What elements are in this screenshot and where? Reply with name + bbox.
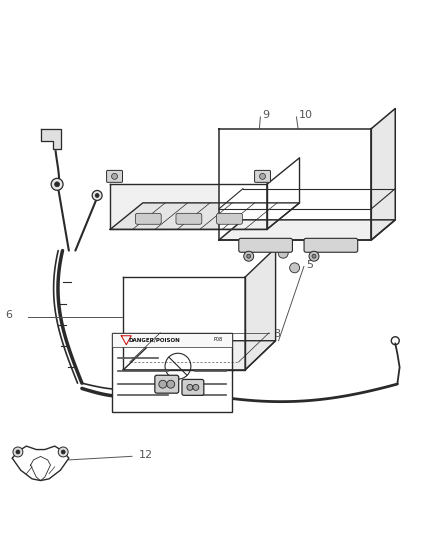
Polygon shape (123, 277, 245, 370)
FancyBboxPatch shape (182, 379, 204, 395)
FancyBboxPatch shape (155, 375, 179, 393)
Polygon shape (219, 220, 395, 240)
Circle shape (61, 450, 65, 454)
Circle shape (55, 182, 60, 187)
Circle shape (312, 254, 316, 258)
Text: 5: 5 (306, 261, 313, 270)
Text: DANGER/POISON: DANGER/POISON (128, 337, 180, 342)
Polygon shape (12, 446, 69, 481)
Polygon shape (245, 248, 276, 370)
Circle shape (244, 251, 254, 261)
Circle shape (13, 447, 23, 457)
Text: 1: 1 (297, 190, 304, 200)
Circle shape (58, 447, 68, 457)
Polygon shape (41, 128, 61, 149)
FancyBboxPatch shape (254, 171, 271, 182)
FancyBboxPatch shape (304, 238, 358, 252)
Polygon shape (110, 184, 267, 229)
FancyBboxPatch shape (217, 213, 243, 224)
Polygon shape (219, 128, 371, 240)
Text: 8: 8 (273, 329, 280, 340)
FancyBboxPatch shape (106, 171, 123, 182)
Circle shape (51, 179, 63, 190)
Text: P08: P08 (214, 337, 223, 342)
Circle shape (247, 254, 251, 258)
Polygon shape (371, 109, 395, 240)
Circle shape (290, 263, 300, 273)
FancyBboxPatch shape (176, 213, 202, 224)
Polygon shape (267, 158, 300, 229)
Circle shape (95, 193, 99, 197)
Circle shape (16, 450, 20, 454)
Circle shape (92, 190, 102, 200)
FancyBboxPatch shape (135, 213, 161, 224)
Circle shape (260, 173, 265, 179)
Bar (113, 333, 232, 346)
Polygon shape (110, 203, 300, 229)
Circle shape (193, 384, 199, 390)
Circle shape (159, 380, 167, 388)
FancyBboxPatch shape (113, 333, 232, 413)
Circle shape (112, 173, 117, 179)
Circle shape (187, 384, 193, 390)
Text: 6: 6 (6, 310, 13, 320)
Text: 9: 9 (262, 110, 270, 120)
Text: 10: 10 (299, 110, 313, 120)
Circle shape (167, 380, 175, 388)
Text: 12: 12 (138, 450, 152, 460)
Polygon shape (123, 341, 276, 370)
Text: 7: 7 (215, 366, 222, 376)
FancyBboxPatch shape (239, 238, 293, 252)
Circle shape (309, 251, 319, 261)
Circle shape (278, 248, 288, 258)
